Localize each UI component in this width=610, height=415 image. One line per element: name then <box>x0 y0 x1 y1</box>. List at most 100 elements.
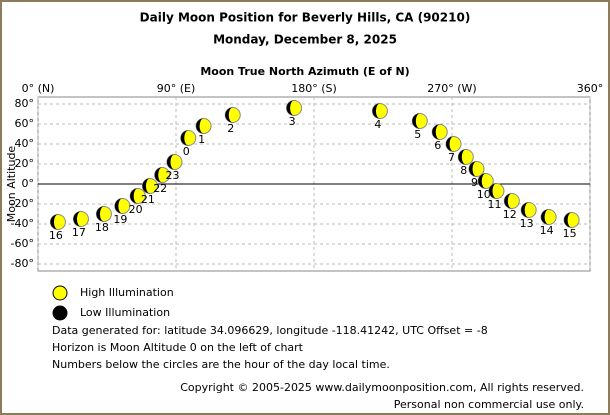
moon-shadow <box>488 183 497 199</box>
x-tick-label: 270° (W) <box>427 82 476 95</box>
moon-marker <box>520 202 537 218</box>
legend-marker <box>52 305 68 321</box>
hour-label: 11 <box>487 198 501 211</box>
hour-label: 7 <box>448 151 455 164</box>
y-axis-label: Moon Altitude <box>5 146 18 223</box>
moon-shadow <box>225 107 233 123</box>
y-tick-label: -80° <box>11 257 34 270</box>
moon-marker <box>286 100 303 116</box>
y-tick-label: -60° <box>11 237 34 250</box>
legend-label: High Illumination <box>80 286 174 299</box>
legend-marker <box>52 285 68 301</box>
hour-label: 2 <box>227 122 234 135</box>
moon-marker <box>468 161 485 177</box>
moon-shadow <box>412 113 420 129</box>
moon-marker <box>563 212 580 228</box>
hour-label: 21 <box>141 193 155 206</box>
note: Horizon is Moon Altitude 0 on the left o… <box>52 341 304 354</box>
y-tick-label: 80° <box>15 97 35 110</box>
moon-shadow <box>130 188 138 204</box>
hour-label: 10 <box>477 188 491 201</box>
moon-shadow <box>432 124 440 140</box>
copyright: Copyright © 2005-2025 www.dailymoonposit… <box>180 381 584 394</box>
hour-label: 20 <box>129 203 143 216</box>
hour-label: 13 <box>520 217 534 230</box>
hour-label: 14 <box>540 224 554 237</box>
moon-shadow <box>96 206 104 222</box>
moon-shadow <box>73 211 81 227</box>
moon-marker <box>49 214 66 230</box>
moon-marker <box>180 130 197 146</box>
moon-marker <box>445 136 462 152</box>
moon-marker <box>457 149 474 165</box>
x-tick-label: 360° <box>577 82 604 95</box>
x-tick-label: 90° (E) <box>157 82 196 95</box>
hour-label: 4 <box>374 118 381 131</box>
note: Data generated for: latitude 34.096629, … <box>52 324 488 337</box>
hour-label: 19 <box>113 213 127 226</box>
hour-label: 17 <box>72 226 86 239</box>
moon-shadow <box>541 209 549 225</box>
note: Numbers below the circles are the hour o… <box>52 358 390 371</box>
moon-shadow <box>142 178 150 194</box>
y-tick-label: 60° <box>15 117 35 130</box>
hour-label: 9 <box>471 176 478 189</box>
moon-marker <box>371 103 388 119</box>
hour-label: 1 <box>198 133 205 146</box>
moon-marker <box>503 193 520 209</box>
moon-marker <box>477 173 494 189</box>
hour-label: 0 <box>183 145 190 158</box>
y-tick-label: 0° <box>22 177 35 190</box>
moon-shadow <box>114 198 123 214</box>
moon-shadow <box>196 118 204 134</box>
moon-shadow <box>372 103 380 119</box>
hour-label: 16 <box>49 229 63 242</box>
moon-shadow <box>469 161 477 177</box>
moon-shadow <box>180 130 189 146</box>
moon-marker <box>129 188 146 204</box>
hour-label: 18 <box>95 221 109 234</box>
moon-marker <box>166 154 183 170</box>
hour-label: 3 <box>289 115 296 128</box>
moon-marker <box>224 107 241 123</box>
y-tick-label: -40° <box>11 217 34 230</box>
moon-shadow <box>521 202 529 218</box>
y-tick-label: -20° <box>11 197 34 210</box>
moon-marker <box>141 178 158 194</box>
moon-marker <box>114 198 131 214</box>
moon-marker <box>411 113 428 129</box>
hour-label: 22 <box>153 182 167 195</box>
moon-shadow <box>286 100 295 116</box>
moon-marker <box>154 167 171 183</box>
x-axis-label: Moon True North Azimuth (E of N) <box>200 65 409 78</box>
hour-label: 8 <box>460 164 467 177</box>
moon-marker <box>540 209 557 225</box>
copyright: Personal non commercial use only. <box>394 398 584 411</box>
moon-marker <box>95 206 112 222</box>
legend-label: Low Illumination <box>80 306 170 319</box>
moon-shadow <box>504 193 512 209</box>
hour-label: 15 <box>563 227 577 240</box>
moon-marker <box>431 124 448 140</box>
x-tick-label: 180° (S) <box>291 82 337 95</box>
moon-shadow <box>458 149 466 165</box>
moon-shadow <box>478 173 486 189</box>
moon-marker <box>488 183 505 199</box>
hour-label: 6 <box>434 139 441 152</box>
moon-shadow <box>154 167 163 183</box>
chart-subtitle: Monday, December 8, 2025 <box>213 33 397 47</box>
hour-label: 5 <box>414 128 421 141</box>
hour-label: 23 <box>165 169 179 182</box>
moon-marker <box>72 211 89 227</box>
moon-marker <box>195 118 212 134</box>
moon-shadow <box>564 212 572 228</box>
x-tick-label: 0° (N) <box>22 82 55 95</box>
y-tick-label: 20° <box>15 157 35 170</box>
moon-shadow <box>166 154 175 170</box>
moon-shadow <box>446 136 454 152</box>
hour-label: 12 <box>503 208 517 221</box>
chart-title: Daily Moon Position for Beverly Hills, C… <box>140 11 471 25</box>
y-tick-label: 40° <box>15 137 35 150</box>
moon-shadow <box>50 214 58 230</box>
